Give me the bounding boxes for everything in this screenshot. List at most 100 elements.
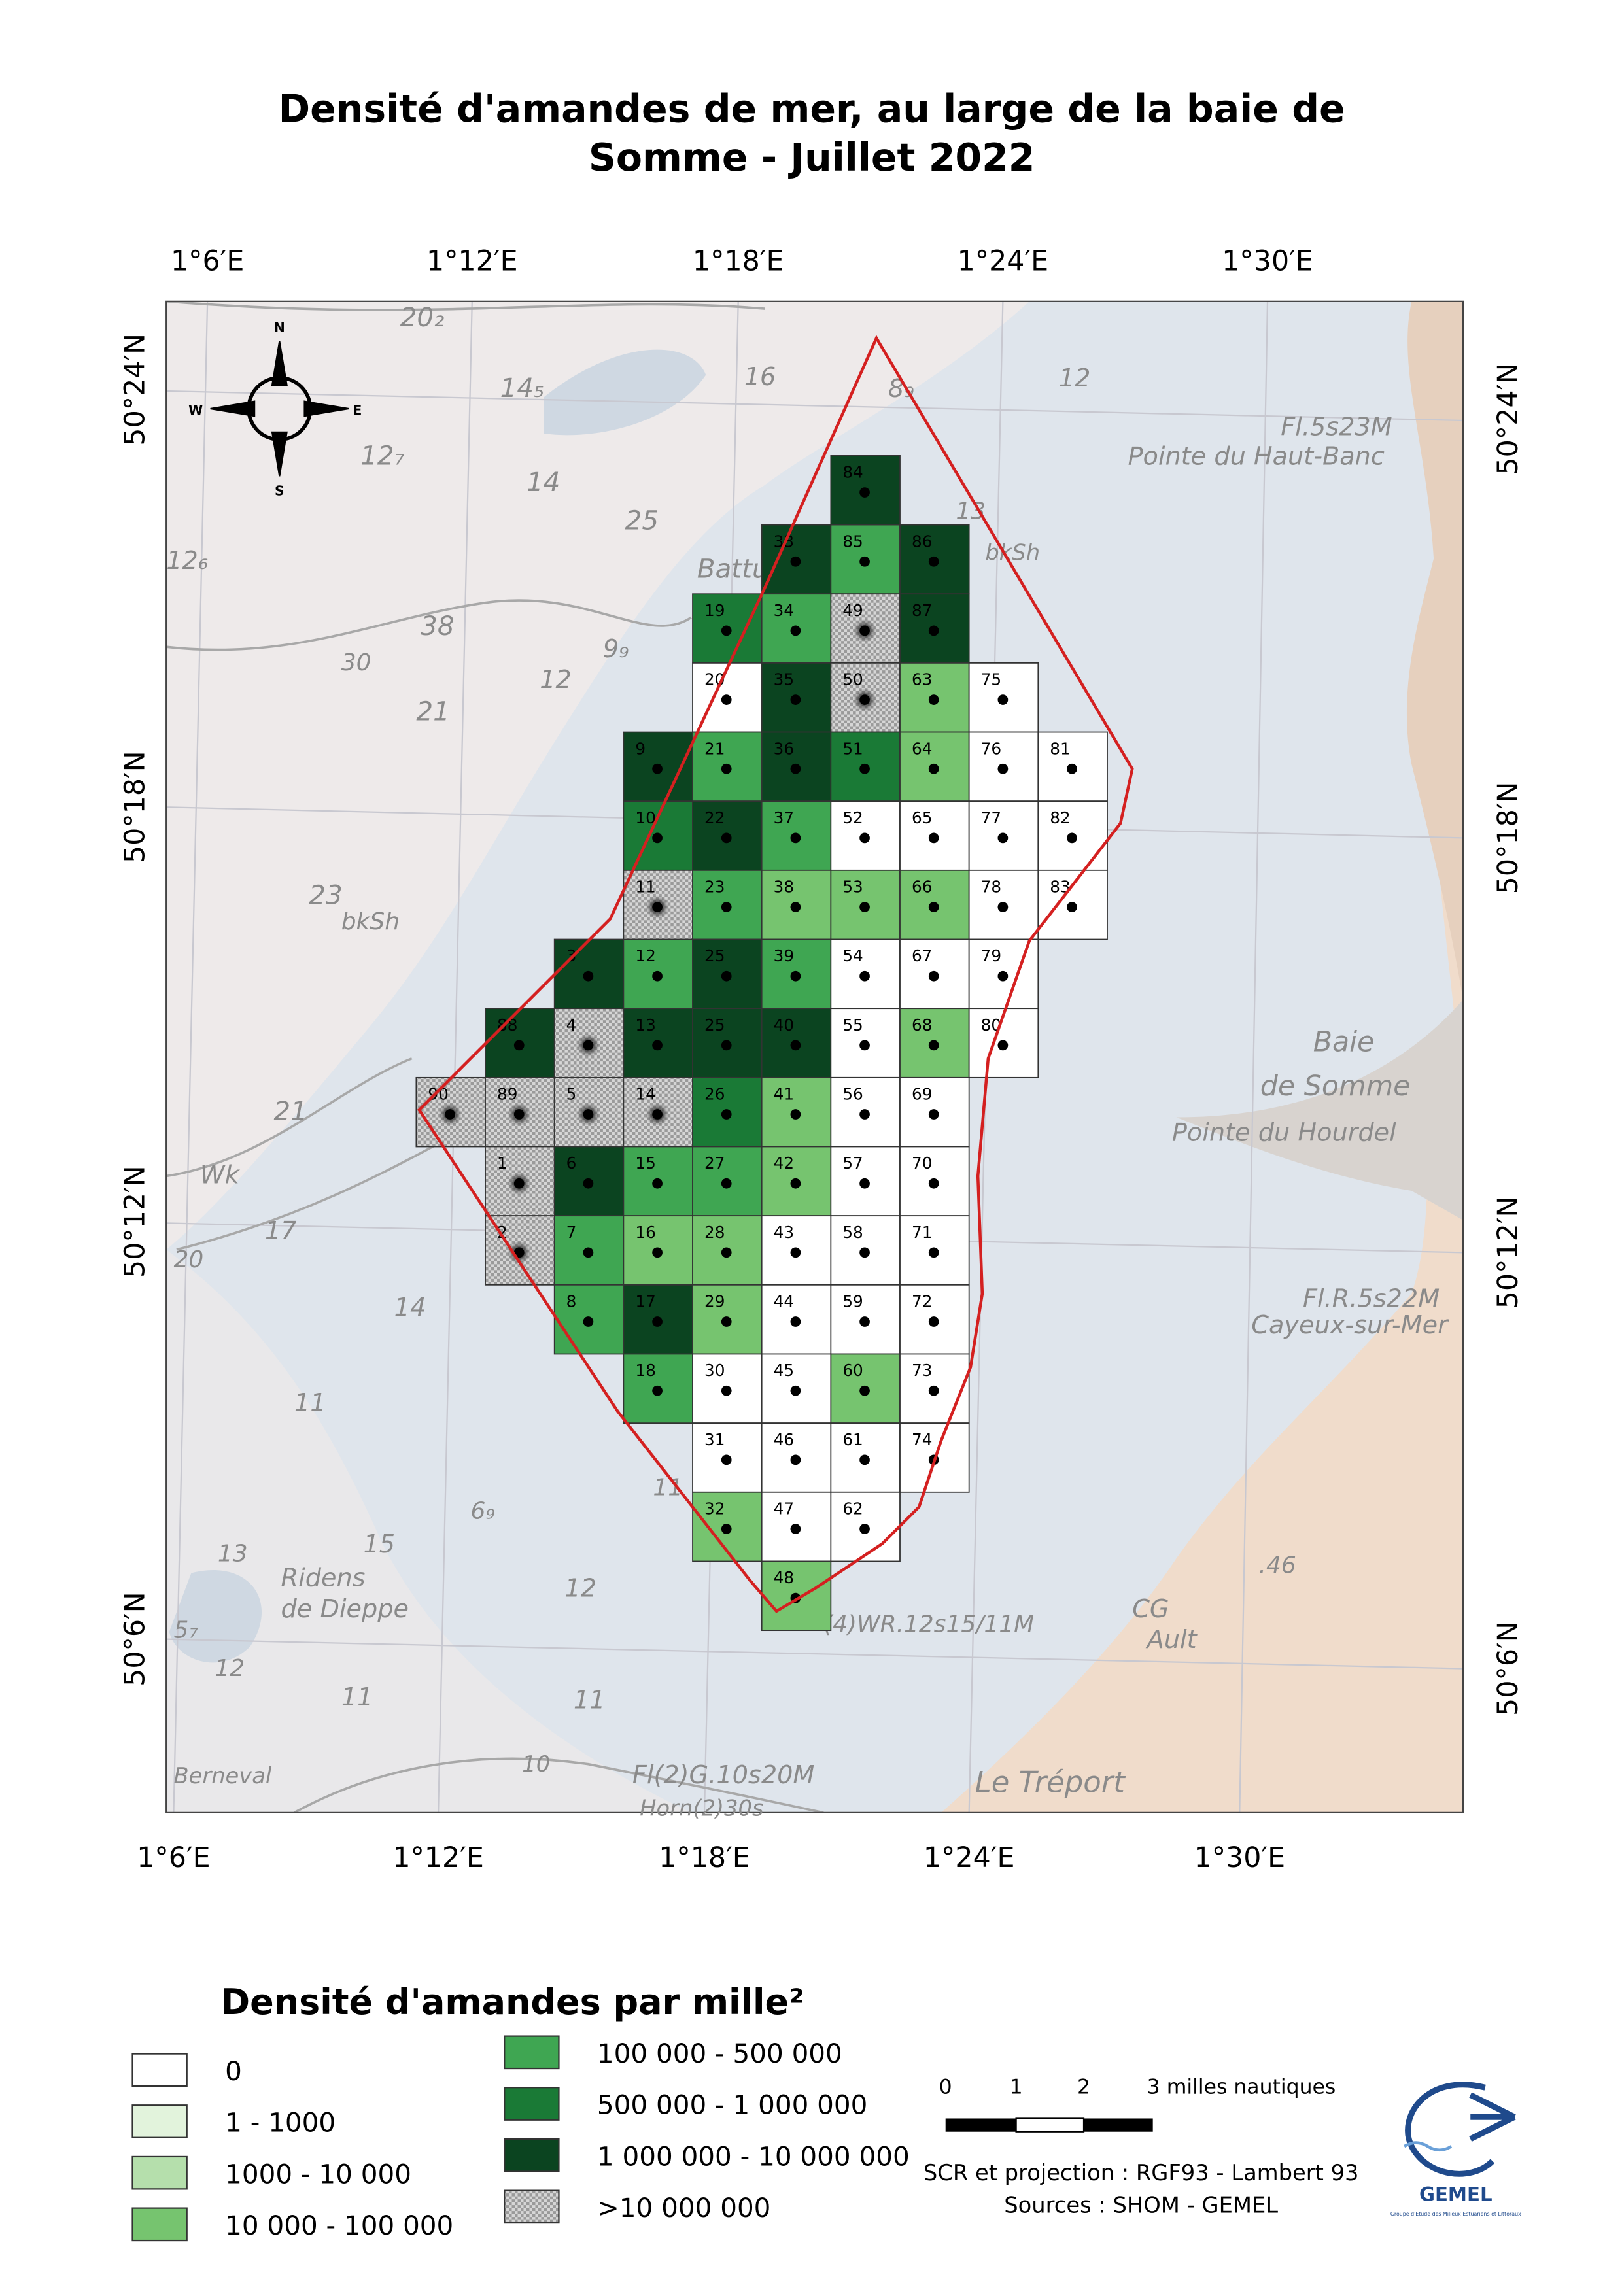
cell-label: 45 — [774, 1361, 794, 1380]
station-point — [997, 1040, 1009, 1051]
legend-label: 10 000 - 100 000 — [225, 2210, 453, 2241]
lon-label: 1°18′E — [693, 245, 784, 278]
station-point — [721, 1247, 732, 1258]
lat-label: 50°6′N — [118, 1592, 151, 1686]
cell-label: 16 — [635, 1223, 655, 1242]
credit: Sources : SHOM - GEMEL — [1004, 2192, 1278, 2218]
compass-e: E — [353, 402, 362, 418]
legend-swatch — [131, 2155, 188, 2190]
map-labels: 20₂1614₅12₇1425383021129₉23bkSh21Wk17201… — [166, 301, 1449, 1821]
station-point — [859, 763, 870, 774]
legend-swatch — [131, 2053, 188, 2087]
station-point — [583, 1040, 594, 1051]
legend-label: 0 — [225, 2055, 242, 2087]
station-point — [513, 1109, 525, 1120]
logo-name: GEMEL — [1419, 2183, 1493, 2205]
station-point — [859, 556, 870, 567]
cell-label: 32 — [704, 1499, 725, 1518]
station-point — [790, 1109, 801, 1120]
station-point — [583, 1316, 594, 1327]
cell-label: 85 — [842, 532, 863, 551]
logo-subtitle: Groupe d'Etude des Milieux Estuariens et… — [1390, 2211, 1521, 2217]
station-point — [859, 1040, 870, 1051]
station-point — [859, 1178, 870, 1189]
cell-label: 64 — [912, 739, 932, 758]
map-label: 12₆ — [166, 547, 208, 575]
legend-swatch — [504, 2035, 560, 2070]
cell-label: 36 — [774, 739, 794, 758]
cell-label: 73 — [912, 1361, 932, 1380]
station-point — [859, 625, 870, 636]
station-point — [790, 556, 801, 567]
cell-label: 25 — [704, 946, 725, 965]
cell-label: 56 — [842, 1085, 863, 1104]
cell-label: 17 — [635, 1292, 655, 1311]
cell-label: 48 — [774, 1568, 794, 1587]
station-point — [652, 1178, 663, 1189]
cell-label: 2 — [497, 1223, 508, 1242]
station-point — [859, 487, 870, 498]
station-point — [790, 763, 801, 774]
station-point — [1067, 902, 1077, 912]
map-label: de Dieppe — [281, 1595, 409, 1624]
cell-label: 67 — [912, 946, 932, 965]
cell-label: 39 — [774, 946, 794, 965]
station-point — [652, 1247, 663, 1258]
cell-label: 23 — [704, 878, 725, 897]
map-label: 12 — [564, 1574, 596, 1603]
cell-label: 60 — [842, 1361, 863, 1380]
cell-label: 84 — [842, 463, 863, 482]
station-point — [928, 556, 939, 567]
grid-cell — [761, 1560, 832, 1632]
cell-label: 5 — [566, 1085, 577, 1104]
cell-label: 90 — [428, 1085, 448, 1104]
legend-swatch — [131, 2104, 188, 2138]
station-point — [859, 970, 870, 982]
legend-swatch — [504, 2087, 560, 2121]
cell-label: 4 — [566, 1016, 577, 1035]
cell-label: 18 — [635, 1361, 655, 1380]
station-point — [997, 902, 1009, 912]
station-point — [928, 1385, 939, 1396]
scale-label: 2 — [1077, 2075, 1090, 2099]
station-point — [928, 1040, 939, 1051]
cell-label: 28 — [704, 1223, 725, 1242]
lon-label: 1°12′E — [426, 245, 518, 278]
cell-label: 49 — [842, 601, 863, 620]
cell-label: 69 — [912, 1085, 932, 1104]
cell-label: 30 — [704, 1361, 725, 1380]
station-point — [928, 1109, 939, 1120]
cell-label: 15 — [635, 1154, 655, 1173]
station-point — [513, 1178, 525, 1189]
cell-label: 89 — [497, 1085, 517, 1104]
cell-label: 81 — [1050, 739, 1070, 758]
map-label: 11 — [574, 1686, 606, 1715]
map-label: de Somme — [1260, 1070, 1411, 1103]
cell-label: 62 — [842, 1499, 863, 1518]
map-label: 12 — [1059, 364, 1091, 393]
map-label: 10 — [522, 1751, 550, 1777]
station-point — [859, 1109, 870, 1120]
cell-label: 54 — [842, 946, 863, 965]
scale-label: 0 — [939, 2075, 952, 2099]
cell-label: 40 — [774, 1016, 794, 1035]
compass-s: S — [275, 483, 285, 499]
station-point — [859, 1316, 870, 1327]
cell-label: 38 — [774, 878, 794, 897]
cell-label: 43 — [774, 1223, 794, 1242]
cell-label: 46 — [774, 1430, 794, 1449]
station-point — [721, 1524, 732, 1534]
station-point — [997, 832, 1009, 844]
title-line: Densité d'amandes de mer, au large de la… — [279, 87, 1345, 131]
station-point — [652, 1316, 663, 1327]
cell-label: 61 — [842, 1430, 863, 1449]
station-point — [583, 970, 594, 982]
cell-label: 8 — [566, 1292, 577, 1311]
map-label: 14 — [526, 466, 560, 498]
cell-label: 79 — [981, 946, 1001, 965]
legend-label: 100 000 - 500 000 — [597, 2038, 842, 2069]
cell-label: 7 — [566, 1223, 577, 1242]
